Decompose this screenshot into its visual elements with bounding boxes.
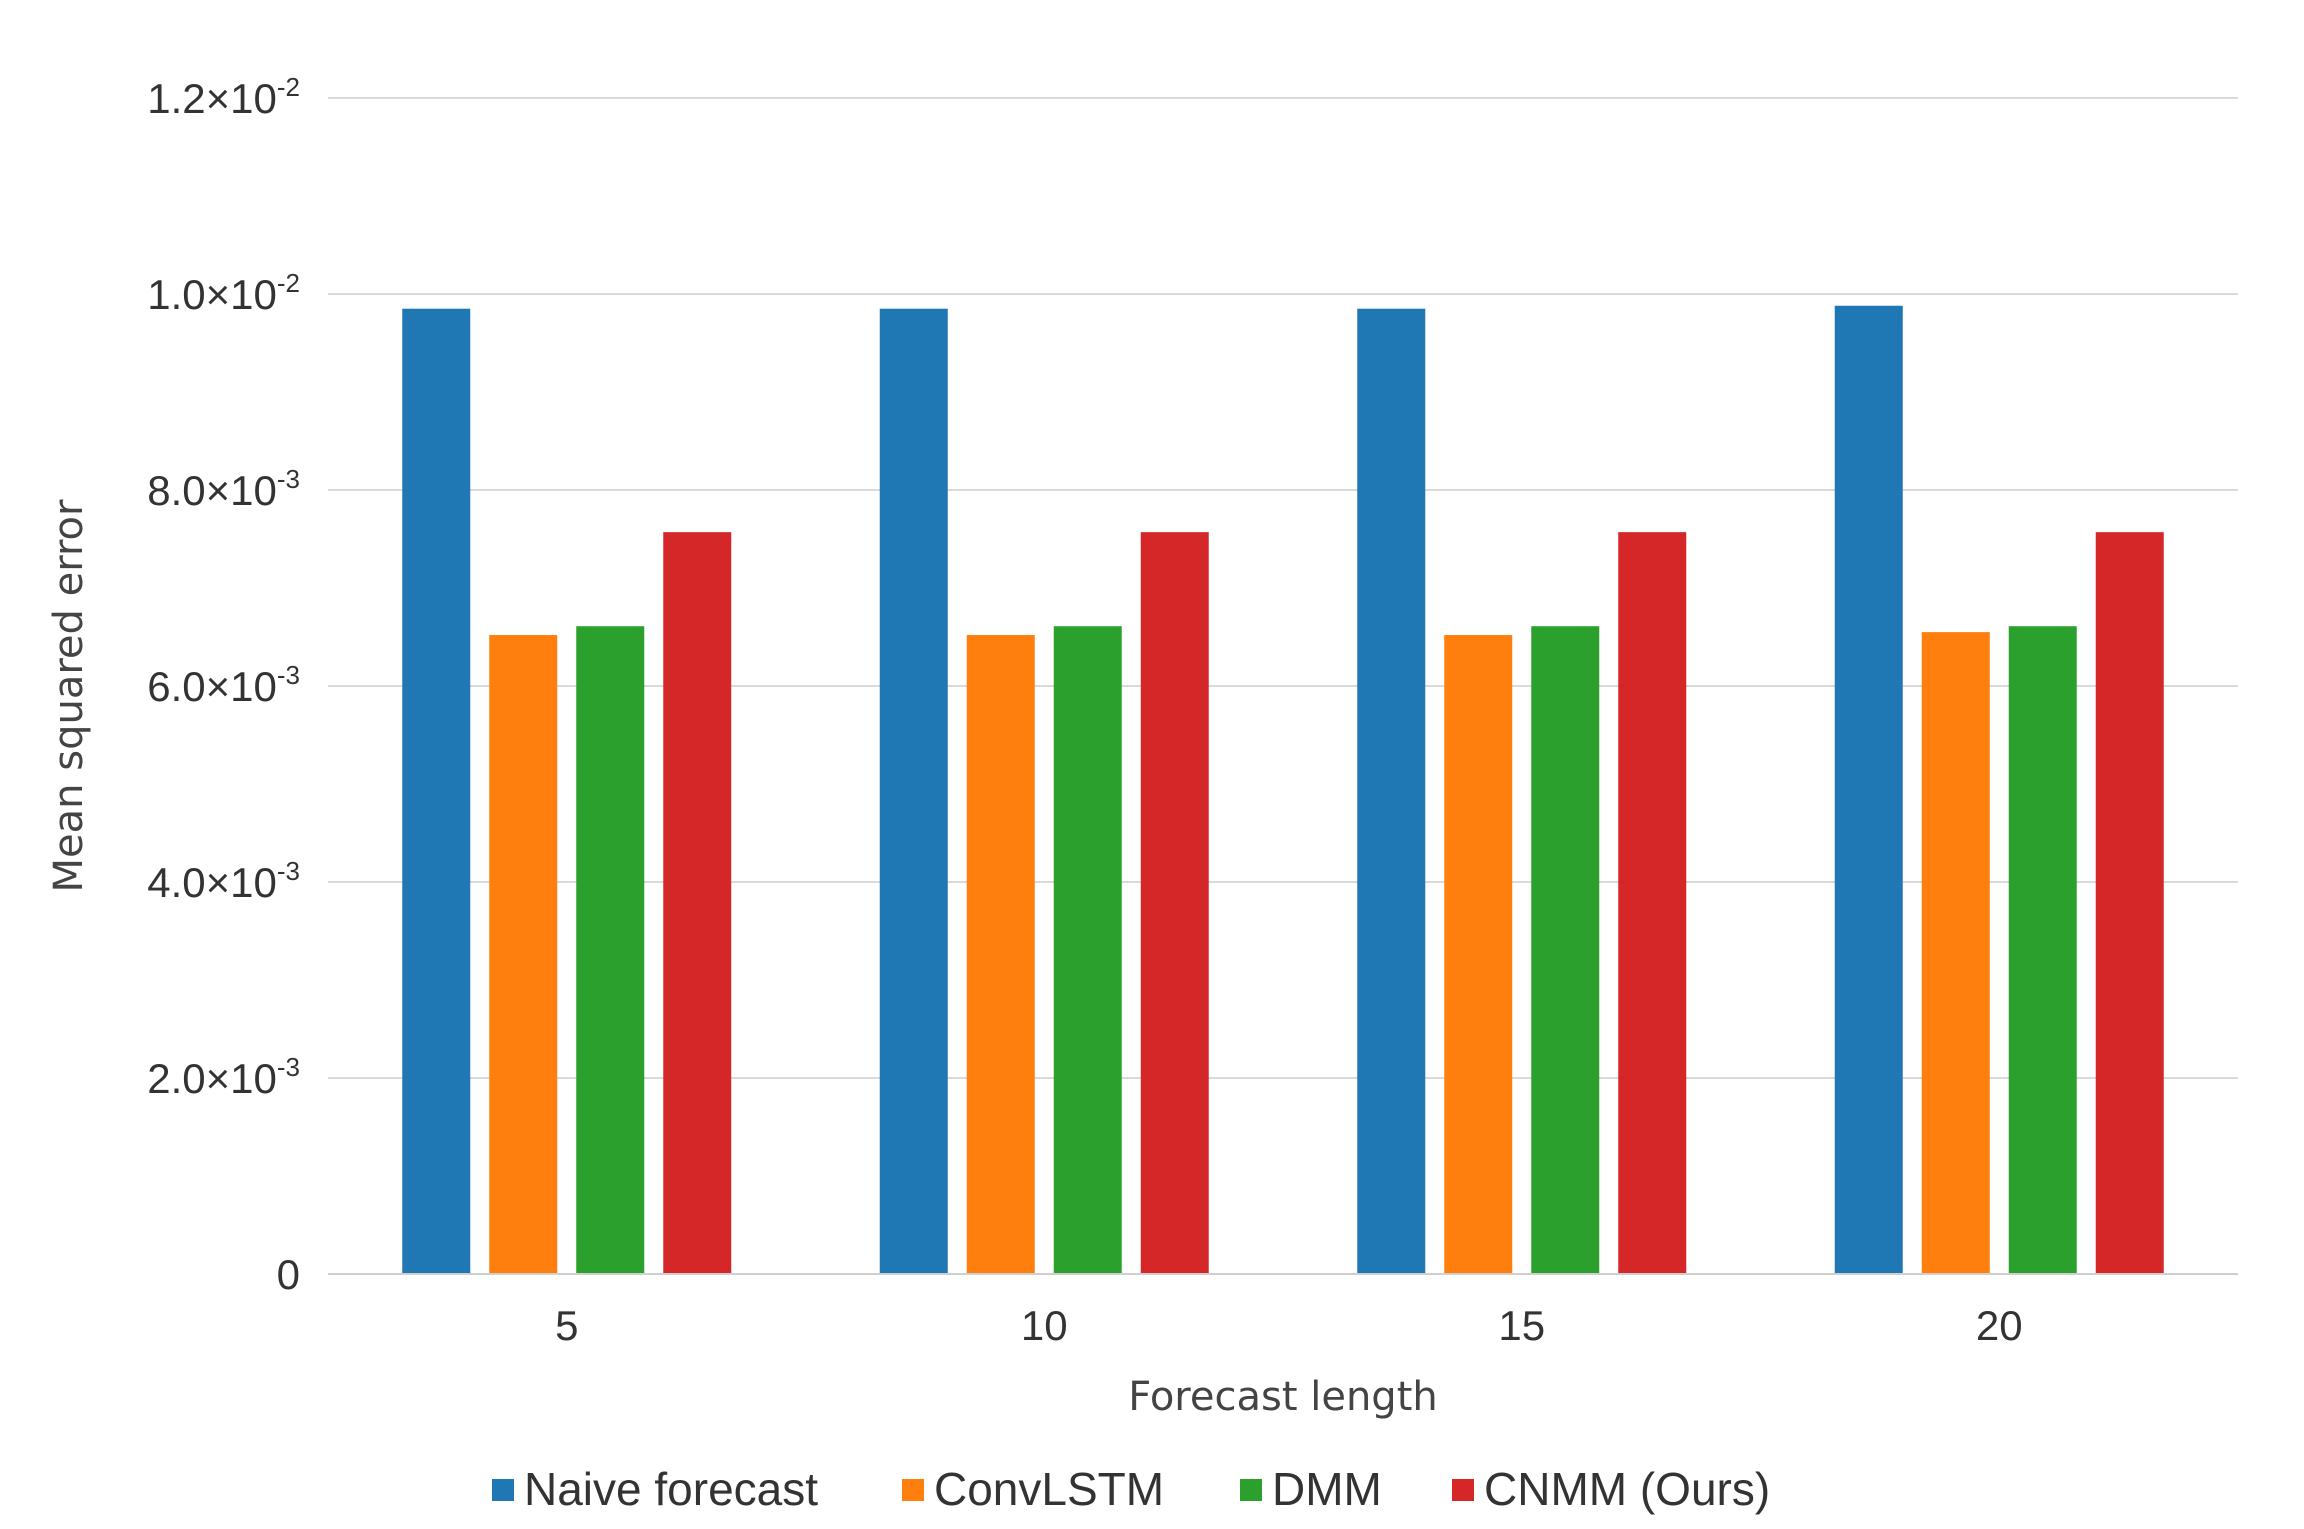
gridlines bbox=[328, 97, 2238, 1079]
legend-item-convlstm: ConvLSTM bbox=[902, 1463, 1164, 1515]
bar-naive-forecast-15 bbox=[1357, 308, 1426, 1274]
x-axis-title: Forecast length bbox=[1128, 1374, 1437, 1420]
legend-swatch-convlstm bbox=[902, 1479, 924, 1501]
legend-item-dmm: DMM bbox=[1240, 1463, 1382, 1515]
legend-item-cnmm-ours: CNMM (Ours) bbox=[1452, 1463, 1770, 1515]
bar-convlstm-10 bbox=[966, 635, 1035, 1274]
bar-convlstm-20 bbox=[1921, 632, 1990, 1274]
y-tick-label-6: 1.2×10-2 bbox=[147, 72, 300, 122]
bar-convlstm-15 bbox=[1444, 635, 1513, 1274]
bar-cnmm-ours-5 bbox=[663, 532, 732, 1274]
x-tick-label-15: 15 bbox=[1498, 1302, 1545, 1349]
legend-swatch-cnmm-ours bbox=[1452, 1479, 1474, 1501]
y-axis-title: Mean squared error bbox=[46, 499, 92, 892]
y-tick-label-3: 6.0×10-3 bbox=[147, 660, 300, 710]
x-tick-label-5: 5 bbox=[555, 1302, 578, 1349]
legend-label-cnmm-ours: CNMM (Ours) bbox=[1484, 1463, 1770, 1515]
legend-swatch-naive-forecast bbox=[492, 1479, 514, 1501]
y-tick-label-0: 0 bbox=[277, 1251, 300, 1298]
legend-label-naive-forecast: Naive forecast bbox=[524, 1463, 818, 1515]
x-tick-label-10: 10 bbox=[1021, 1302, 1068, 1349]
bar-dmm-10 bbox=[1053, 626, 1122, 1274]
bar-cnmm-ours-20 bbox=[2095, 532, 2164, 1274]
bar-naive-forecast-20 bbox=[1834, 305, 1903, 1274]
bars bbox=[402, 305, 2164, 1274]
bar-dmm-15 bbox=[1531, 626, 1600, 1274]
bar-cnmm-ours-10 bbox=[1140, 532, 1209, 1274]
bar-naive-forecast-5 bbox=[402, 308, 471, 1274]
legend-swatch-dmm bbox=[1240, 1479, 1262, 1501]
y-tick-label-4: 8.0×10-3 bbox=[147, 464, 300, 514]
bar-dmm-5 bbox=[576, 626, 645, 1274]
bar-convlstm-5 bbox=[489, 635, 558, 1274]
legend-item-naive-forecast: Naive forecast bbox=[492, 1463, 818, 1515]
bar-naive-forecast-10 bbox=[879, 308, 948, 1274]
legend: Naive forecast ConvLSTM DMM CNMM (Ours) bbox=[492, 1463, 1770, 1515]
y-tick-label-5: 1.0×10-2 bbox=[147, 268, 300, 318]
y-axis-tick-labels: 0 2.0×10-3 4.0×10-3 6.0×10-3 8.0×10-3 1.0×10-… bbox=[147, 72, 300, 1298]
y-tick-label-1: 2.0×10-3 bbox=[147, 1052, 300, 1102]
x-axis-tick-labels: 5 10 15 20 bbox=[555, 1302, 2023, 1349]
bar-dmm-20 bbox=[2008, 626, 2077, 1274]
legend-label-dmm: DMM bbox=[1272, 1463, 1382, 1515]
x-tick-label-20: 20 bbox=[1976, 1302, 2023, 1349]
bar-cnmm-ours-15 bbox=[1618, 532, 1687, 1274]
legend-label-convlstm: ConvLSTM bbox=[934, 1463, 1164, 1515]
y-tick-label-2: 4.0×10-3 bbox=[147, 856, 300, 906]
